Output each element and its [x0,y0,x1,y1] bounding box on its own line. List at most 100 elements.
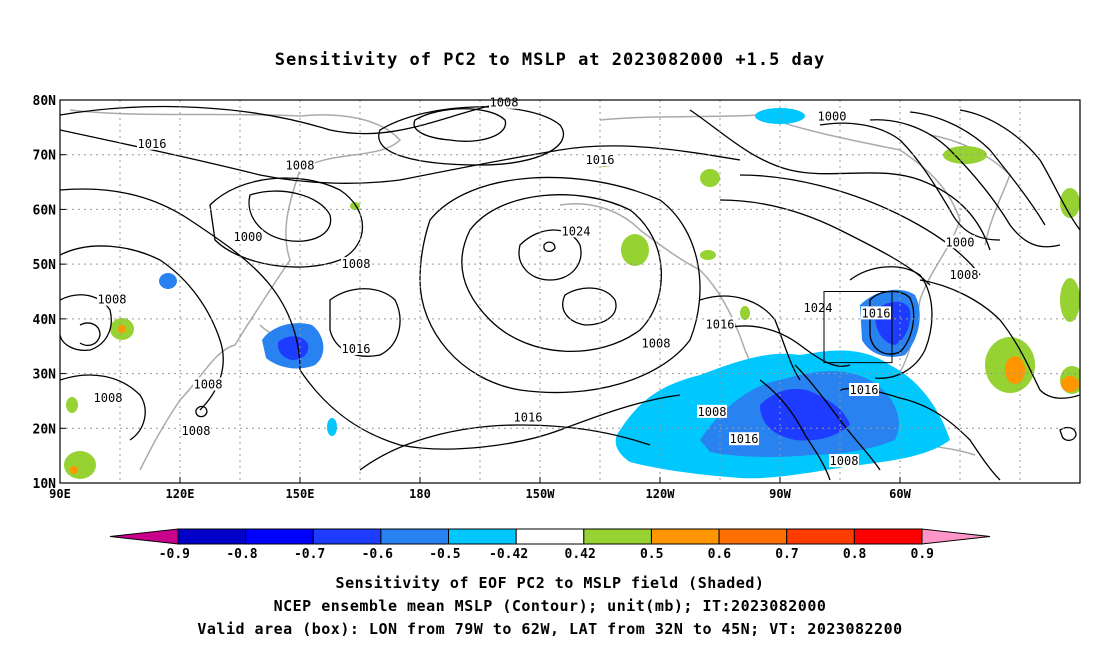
contour-label-bg [193,377,223,391]
colorbar-segment [650,528,720,545]
contour-label: 1016 [514,410,543,424]
colorbar-tick-label: -0.5 [429,547,460,562]
colorbar-tick-label: -0.9 [159,547,190,562]
contour-label: 1008 [98,293,127,307]
colorbar-segment [245,528,314,545]
lat-tick-label: 40N [33,313,57,328]
contour-label-bg [561,224,591,238]
contour-label-bg [137,136,167,150]
lon-tick-label: 120E [166,487,195,501]
lat-axis: 10N 20N 30N 40N 50N 60N 70N 80N [33,94,66,492]
map-title: Sensitivity of PC2 to MSLP at 2023082000… [274,50,826,70]
contour-label-bg [285,158,315,172]
colorbar-tick-label: 0.42 [565,547,596,562]
contour-label: 1016 [706,317,735,331]
colorbar-high-end [921,528,991,545]
contour-label-bg [93,391,123,405]
contour-label-bg [729,432,759,446]
colorbar-tick-label: -0.42 [489,547,528,562]
contour-label-bg [641,336,671,350]
contour-label: 1008 [182,424,211,438]
contour-label: 1016 [138,137,167,151]
contour-label-bg [829,454,859,468]
lon-tick-label: 150W [526,487,556,501]
contour-label: 1008 [830,454,859,468]
contour-label: 1008 [342,257,371,271]
contour-label-bg [697,404,727,418]
lat-tick-label: 80N [33,94,57,109]
colorbar-tick-label: -0.8 [226,547,257,562]
contour-label: 1016 [862,306,891,320]
caption-contour: NCEP ensemble mean MSLP (Contour); unit(… [273,597,827,615]
colorbar-tick-label: 0.8 [843,547,867,562]
colorbar-tick-label: -0.7 [294,547,325,562]
contour-label: 1024 [562,224,591,238]
caption-shaded: Sensitivity of EOF PC2 to MSLP field (Sh… [335,574,765,592]
contour-label-bg [945,235,975,249]
contour-label-bg [949,268,979,282]
colorbar-tick-label: 0.5 [640,547,663,562]
contour-label: 1008 [286,159,315,173]
contour-label: 1016 [342,342,371,356]
lon-tick-label: 60W [889,487,911,501]
lat-tick-label: 50N [33,258,57,273]
contour-label-bg [849,382,879,396]
lon-tick-label: 120W [646,487,676,501]
colorbar-tick-label: 0.6 [708,547,732,562]
contour-label-bg [817,109,847,123]
colorbar-segment [380,528,450,545]
lat-tick-label: 20N [33,422,57,437]
colorbar-segment [583,528,652,545]
contour-label: 1000 [234,230,263,244]
lon-tick-label: 90E [49,487,71,501]
contour-label: 1008 [642,336,671,350]
lon-tick-label: 180 [409,487,431,501]
contour-label-bg [803,300,833,314]
contour-label-bg [513,410,543,424]
contour-labels: 1008 1000 1016 1008 1016 1000 1024 1000 1008 1008… [93,95,979,468]
contour-label-bg [585,153,615,167]
map-gridlines [60,100,1080,483]
contour-label: 1024 [804,301,833,315]
colorbar-tick-label: 0.7 [775,547,798,562]
contour-label: 1000 [946,235,975,249]
lon-tick-label: 90W [769,487,791,501]
colorbar-segment [786,528,855,545]
colorbar: -0.9 -0.8 -0.7 -0.6 -0.5 -0.42 0.42 0.5 0.6 0.7 0.… [109,528,991,562]
contour-label-bg [97,292,127,306]
contour-label-bg [233,229,263,243]
contour-label-bg [181,424,211,438]
contour-label: 1008 [194,378,223,392]
contour-label-bg [341,341,371,355]
colorbar-tick-label: 0.9 [911,547,934,562]
lat-tick-label: 30N [33,368,57,383]
lat-tick-label: 10N [33,477,57,492]
lon-axis: 90E 120E 150E 180 150W 120W 90W 60W [49,477,912,501]
contour-label: 1008 [490,96,519,110]
lon-tick-label: 150E [286,487,315,501]
contour-label-bg [705,317,735,331]
contour-label-bg [861,306,891,320]
contour-label: 1016 [586,153,615,167]
contour-label: 1008 [94,391,123,405]
valid-area-box [823,291,893,364]
colorbar-tick-label: -0.6 [362,547,393,562]
contour-label: 1000 [818,109,847,123]
colorbar-low-end [109,528,179,545]
caption-valid-area: Valid area (box): LON from 79W to 62W, L… [197,620,903,638]
colorbar-segment [718,528,788,545]
plot-frame [59,99,1081,484]
colorbar-segment [448,528,517,545]
colorbar-segment [312,528,382,545]
colorbar-segment [515,528,585,545]
lat-tick-label: 70N [33,149,57,164]
lat-tick-label: 60N [33,203,57,218]
contour-label: 1008 [950,268,979,282]
contour-label-bg [341,257,371,271]
map-figure: 1008 1000 1016 1008 1016 1000 1024 1000 1008 1008… [33,94,1081,562]
colorbar-segment [853,528,923,545]
contour-label-bg [489,95,519,109]
colorbar-segment [177,528,247,545]
contour-label: 1016 [850,383,879,397]
contour-label: 1008 [698,405,727,419]
